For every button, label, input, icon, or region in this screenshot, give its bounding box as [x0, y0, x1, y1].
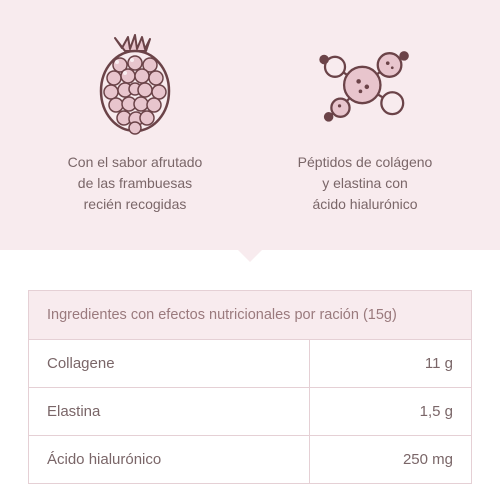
- table-row: Elastina 1,5 g: [29, 388, 472, 436]
- text-line: ácido hialurónico: [312, 196, 417, 212]
- text-line: recién recogidas: [84, 196, 187, 212]
- ingredients-section: Ingredientes con efectos nutricionales p…: [0, 250, 500, 504]
- table-row: Ácido hialurónico 250 mg: [29, 436, 472, 484]
- feature-raspberry: Con el sabor afrutado de las frambuesas …: [32, 30, 239, 230]
- text-line: de las frambuesas: [78, 175, 192, 191]
- features-banner: Con el sabor afrutado de las frambuesas …: [0, 0, 500, 250]
- table-header-row: Ingredientes con efectos nutricionales p…: [29, 291, 472, 340]
- raspberry-icon: [85, 30, 185, 140]
- ingredient-amount: 11 g: [310, 340, 472, 388]
- feature-molecule-text: Péptidos de colágeno y elastina con ácid…: [298, 152, 433, 215]
- feature-raspberry-text: Con el sabor afrutado de las frambuesas …: [68, 152, 203, 215]
- ingredient-name: Collagene: [29, 340, 310, 388]
- ingredient-amount: 1,5 g: [310, 388, 472, 436]
- ingredients-table: Ingredientes con efectos nutricionales p…: [28, 290, 472, 484]
- text-line: Con el sabor afrutado: [68, 154, 203, 170]
- molecule-icon: [315, 30, 415, 140]
- feature-molecule: Péptidos de colágeno y elastina con ácid…: [262, 30, 469, 230]
- text-line: Péptidos de colágeno: [298, 154, 433, 170]
- ingredient-amount: 250 mg: [310, 436, 472, 484]
- text-line: y elastina con: [322, 175, 408, 191]
- ingredient-name: Ácido hialurónico: [29, 436, 310, 484]
- table-header: Ingredientes con efectos nutricionales p…: [29, 291, 472, 340]
- table-row: Collagene 11 g: [29, 340, 472, 388]
- ingredient-name: Elastina: [29, 388, 310, 436]
